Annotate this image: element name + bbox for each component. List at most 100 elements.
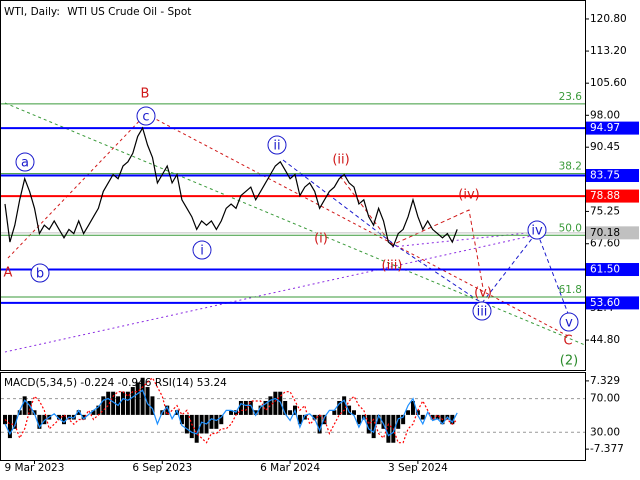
y-tick-label: 90.45 xyxy=(590,141,620,153)
indicator-tick-label: 70.00 xyxy=(590,393,620,405)
wave-line xyxy=(391,231,538,248)
y-tick-label: 120.80 xyxy=(590,13,627,25)
level-label: 78.88 xyxy=(590,190,620,202)
wave-label: (i) xyxy=(314,232,328,247)
rsi-label: RSI(14) xyxy=(155,377,194,389)
macd-bar xyxy=(184,414,189,434)
rsi-line xyxy=(4,389,458,437)
macd-bar xyxy=(376,414,381,425)
level-box xyxy=(586,296,639,310)
macd-bar xyxy=(337,400,342,415)
macd-bar xyxy=(120,391,125,415)
wave-circle xyxy=(267,135,287,155)
y-tick-label: 67.60 xyxy=(590,238,620,250)
macd-bar xyxy=(17,410,22,415)
wave-label: B xyxy=(141,87,150,102)
macd-bar xyxy=(106,391,111,415)
macd-bar xyxy=(273,391,278,415)
chart-title: WTI, Daily: WTI US Crude Oil - Spot xyxy=(4,6,191,18)
macd-bar xyxy=(342,396,347,415)
macd-bar xyxy=(283,400,288,415)
wave-line xyxy=(339,175,484,289)
macd-bar xyxy=(243,400,248,415)
macd-bar xyxy=(135,382,140,415)
price-line xyxy=(4,126,458,248)
wave-label: iii xyxy=(477,305,488,320)
wave-circle xyxy=(559,312,579,332)
macd-bar xyxy=(214,414,219,429)
macd-bar xyxy=(263,400,268,415)
macd-bar xyxy=(268,396,273,415)
wave-label: (2) xyxy=(560,354,578,369)
macd-bar xyxy=(130,387,135,415)
indicator-tick-label: 30.00 xyxy=(590,426,620,438)
x-tick-label: 9 Mar 2023 xyxy=(5,462,65,474)
y-tick-label: 105.60 xyxy=(590,77,627,89)
level-box xyxy=(586,263,639,277)
level-box xyxy=(586,121,639,135)
macd-bar xyxy=(37,414,42,429)
macd-bar xyxy=(27,400,32,415)
macd-bar xyxy=(297,414,302,425)
wave-label: v xyxy=(565,316,573,331)
rsi-value: 53.24 xyxy=(197,377,227,389)
wave-label: A xyxy=(4,266,13,281)
macd-bar xyxy=(125,391,130,415)
macd-bar xyxy=(111,391,116,415)
macd-bar xyxy=(150,396,155,415)
wave-label: (ii) xyxy=(332,153,349,168)
macd-bar xyxy=(351,410,356,415)
y-tick-label: 75.25 xyxy=(590,205,620,217)
wave-label: i xyxy=(200,244,204,259)
macd-bar xyxy=(194,414,199,443)
macd-bar xyxy=(347,405,352,415)
macd-bar xyxy=(332,410,337,415)
level-label: 94.97 xyxy=(590,122,620,134)
macd-bar xyxy=(366,414,371,434)
macd-bar xyxy=(302,414,307,420)
macd-bar xyxy=(189,414,194,439)
level-label: 53.60 xyxy=(590,297,620,309)
macd-bar xyxy=(288,410,293,415)
macd-bar xyxy=(406,410,411,415)
macd-bar xyxy=(61,414,66,425)
wave-circle xyxy=(472,301,492,321)
level-box xyxy=(586,226,639,240)
macd-bar xyxy=(386,414,391,443)
wave-circle xyxy=(136,106,156,126)
macd-bar xyxy=(199,414,204,434)
macd-bar xyxy=(248,400,253,415)
x-tick-label: 6 Sep 2023 xyxy=(132,462,192,474)
macd-bar xyxy=(410,400,415,415)
wave-label: C xyxy=(563,334,572,349)
indicator-tick-label: 7.329 xyxy=(590,375,620,387)
macd-bar xyxy=(435,414,440,420)
macd-bar xyxy=(91,410,96,415)
macd-bar xyxy=(165,405,170,415)
y-tick-label: 98.00 xyxy=(590,109,620,121)
wave-circle xyxy=(527,220,547,240)
level-label: 70.18 xyxy=(590,227,620,239)
x-tick-label: 3 Sep 2024 xyxy=(388,462,448,474)
indicator-panel xyxy=(0,372,586,461)
macd-bar xyxy=(22,396,27,415)
y-tick-label: 44.80 xyxy=(590,334,620,346)
wave-label: c xyxy=(142,110,149,125)
trend-line xyxy=(4,233,541,353)
macd-bar xyxy=(96,405,101,415)
macd-bar xyxy=(219,414,224,425)
wave-label: (iv) xyxy=(458,188,479,203)
macd-bar xyxy=(356,414,361,425)
wave-label: (v) xyxy=(474,286,492,301)
macd-bar xyxy=(420,414,425,420)
title: WTI, Daily: xyxy=(4,6,60,18)
macd-bar xyxy=(238,400,243,415)
macd-bar xyxy=(312,414,317,420)
macd-bar xyxy=(396,414,401,429)
indicator-tick-label: -7.377 xyxy=(590,443,624,455)
wave-line xyxy=(145,113,569,337)
x-tick-label: 6 Mar 2024 xyxy=(260,462,320,474)
wave-circle xyxy=(192,240,212,260)
macd-bar xyxy=(140,377,145,415)
